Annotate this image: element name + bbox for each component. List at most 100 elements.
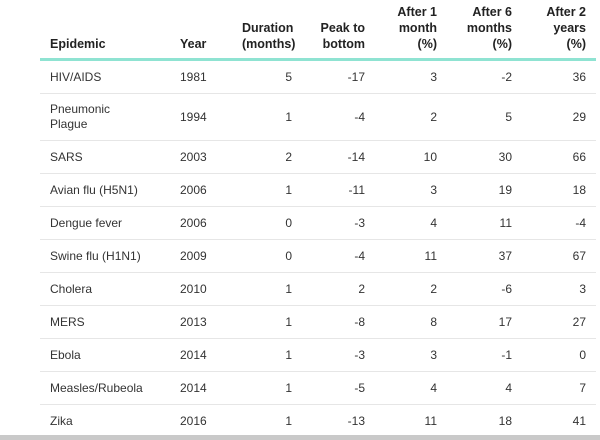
epidemic-cell: HIV/AIDS [40,59,170,94]
value-cell: 19 [447,173,522,207]
value-cell: -3 [302,338,375,372]
value-cell: 0 [232,206,302,240]
value-cell: 1 [232,371,302,405]
epidemic-cell: Ebola [40,338,170,372]
value-cell: -14 [302,140,375,174]
value-cell: 11 [375,404,447,438]
epidemic-cell: Dengue fever [40,206,170,240]
value-cell: 1994 [170,93,232,141]
epidemic-cell: SARS [40,140,170,174]
value-cell: 1 [232,305,302,339]
value-cell: -4 [302,239,375,273]
column-header: Year [170,0,232,61]
text-line: years [553,21,586,35]
column-header: After 2 years (%) [522,0,596,61]
value-cell: 4 [375,371,447,405]
value-cell: 2 [375,272,447,306]
value-cell: 4 [375,206,447,240]
text-line: After 6 [472,5,512,19]
epidemic-cell: Cholera [40,272,170,306]
value-cell: 1 [232,404,302,438]
value-cell: 2 [375,93,447,141]
value-cell: 30 [447,140,522,174]
text-line: Duration [242,21,294,35]
value-cell: 41 [522,404,596,438]
data-table: Epidemic Year Duration (months) Peak to botto… [40,0,596,438]
value-cell: 67 [522,239,596,273]
text-line: Year [180,37,207,51]
value-cell: 2006 [170,173,232,207]
value-cell: -11 [302,173,375,207]
value-cell: 11 [447,206,522,240]
text-line: (%) [417,37,437,51]
value-cell: 1 [232,173,302,207]
value-cell: 3 [375,338,447,372]
value-cell: -2 [447,59,522,94]
value-cell: 5 [232,59,302,94]
table-row: HIV/AIDS 1981 5 -17 3 -2 36 [40,59,596,94]
table-row: MERS 2013 1 -8 8 17 27 [40,305,596,339]
value-cell: -5 [302,371,375,405]
column-header: After 1 month (%) [375,0,447,61]
text-line: months [466,21,512,35]
value-cell: 7 [522,371,596,405]
table-row: Pneumonic Plague 1994 1 -4 2 5 29 [40,93,596,141]
value-cell: -17 [302,59,375,94]
table-row: Dengue fever 2006 0 -3 4 11 -4 [40,206,596,240]
value-cell: -1 [447,338,522,372]
value-cell: 17 [447,305,522,339]
text-line: Epidemic [50,37,106,51]
value-cell: 2009 [170,239,232,273]
value-cell: 2014 [170,371,232,405]
text-line: After 1 [397,5,437,19]
table-row: Swine flu (H1N1) 2009 0 -4 11 37 67 [40,239,596,273]
value-cell: 11 [375,239,447,273]
value-cell: 2014 [170,338,232,372]
value-cell: 37 [447,239,522,273]
epidemic-cell: MERS [40,305,170,339]
scroll-edge [0,435,600,440]
value-cell: 3 [375,173,447,207]
value-cell: 18 [522,173,596,207]
value-cell: 2 [302,272,375,306]
value-cell: 18 [447,404,522,438]
value-cell: 2 [232,140,302,174]
value-cell: -6 [447,272,522,306]
epidemic-cell: Zika [40,404,170,438]
text-line: (months) [242,37,296,51]
table-row: Measles/Rubeola 2014 1 -5 4 4 7 [40,371,596,405]
value-cell: 2006 [170,206,232,240]
text-line: Peak to [320,21,365,35]
text-line: Pneumonic [50,102,111,116]
column-header: Epidemic [40,0,170,61]
value-cell: 3 [522,272,596,306]
table-row: Zika 2016 1 -13 11 18 41 [40,404,596,438]
column-header: After 6 months (%) [447,0,522,61]
value-cell: 1 [232,338,302,372]
text-line: month [398,21,437,35]
value-cell: 29 [522,93,596,141]
value-cell: -3 [302,206,375,240]
value-cell: 10 [375,140,447,174]
value-cell: 5 [447,93,522,141]
value-cell: 27 [522,305,596,339]
epidemic-cell: Pneumonic Plague [40,93,170,141]
value-cell: 1 [232,272,302,306]
column-header: Duration (months) [232,0,302,61]
value-cell: 2010 [170,272,232,306]
epidemic-cell: Measles/Rubeola [40,371,170,405]
text-line: Plague [50,117,88,131]
value-cell: -4 [522,206,596,240]
value-cell: 8 [375,305,447,339]
value-cell: 2003 [170,140,232,174]
epidemic-cell: Avian flu (H5N1) [40,173,170,207]
table-body: HIV/AIDS 1981 5 -17 3 -2 36 Pneumonic Plague 1994… [40,59,596,438]
header-row: Epidemic Year Duration (months) Peak to botto… [40,0,596,61]
value-cell: 0 [522,338,596,372]
text-line: (%) [566,37,586,51]
table-row: Ebola 2014 1 -3 3 -1 0 [40,338,596,372]
table-container: Epidemic Year Duration (months) Peak to botto… [40,0,596,438]
value-cell: 36 [522,59,596,94]
value-cell: 2013 [170,305,232,339]
